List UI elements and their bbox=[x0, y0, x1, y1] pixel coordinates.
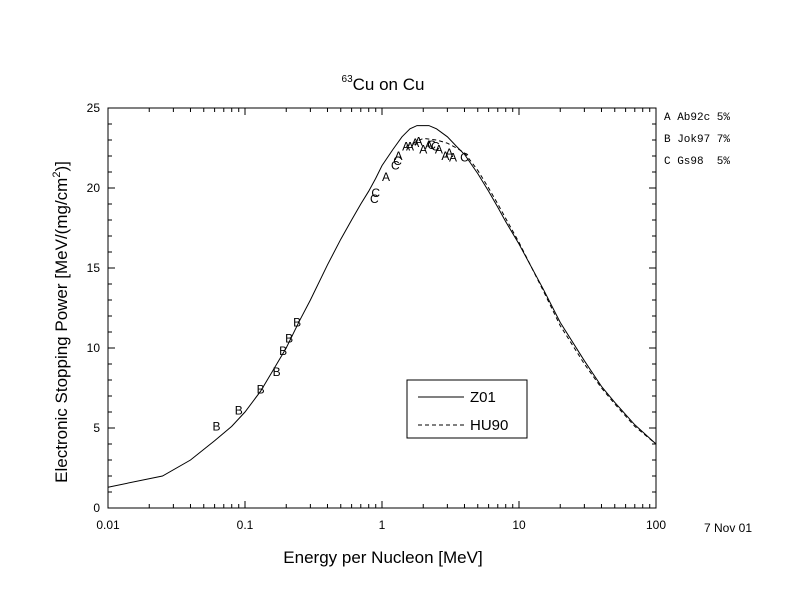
plot-legend: Z01 HU90 bbox=[406, 379, 528, 439]
data-point-b: B bbox=[279, 344, 287, 358]
title-text: Cu on Cu bbox=[353, 75, 425, 94]
x-axis-label: Energy per Nucleon [MeV] bbox=[283, 548, 482, 567]
legend-label-hu90: HU90 bbox=[470, 417, 508, 434]
data-point-a: A bbox=[441, 149, 449, 163]
axis-tick-labels: 0.01 0.1 1 10 100 0 5 10 15 20 25 bbox=[87, 101, 667, 532]
chart-title: 63Cu on Cu bbox=[342, 74, 425, 94]
y-axis-label-sup: 2 bbox=[51, 172, 63, 178]
data-point-c: C bbox=[431, 139, 440, 153]
axis-ticks bbox=[107, 107, 657, 509]
y-axis-label-main: Electronic Stopping Power [MeV/(mg/cm bbox=[52, 178, 71, 483]
x-tick-label: 10 bbox=[512, 518, 526, 532]
data-point-c: C bbox=[393, 154, 402, 168]
x-tick-label: 0.01 bbox=[96, 518, 120, 532]
series-layer bbox=[107, 125, 657, 488]
side-legend: A Ab92c 5% B Jok97 7% C Gs98 5% bbox=[664, 112, 730, 168]
data-point-c: C bbox=[370, 192, 379, 206]
side-legend-entry-a: A Ab92c 5% bbox=[664, 112, 730, 124]
y-tick-label: 0 bbox=[93, 501, 100, 515]
side-legend-entry-c: C Gs98 5% bbox=[664, 156, 730, 168]
side-legend-entry-b: B Jok97 7% bbox=[664, 134, 730, 146]
series-line-hu90 bbox=[405, 137, 657, 445]
data-point-a: A bbox=[415, 135, 423, 149]
y-tick-label: 20 bbox=[87, 181, 101, 195]
series-line-z01 bbox=[107, 125, 657, 488]
data-point-c: C bbox=[391, 159, 400, 173]
data-point-a: A bbox=[449, 151, 457, 165]
date-note: 7 Nov 01 bbox=[704, 521, 752, 535]
data-point-b: B bbox=[213, 419, 221, 433]
data-point-a: A bbox=[382, 170, 390, 184]
x-tick-label: 1 bbox=[379, 518, 386, 532]
data-point-a: A bbox=[419, 143, 427, 157]
data-point-c: C bbox=[371, 186, 380, 200]
data-point-a: A bbox=[445, 146, 453, 160]
data-point-c: C bbox=[427, 138, 436, 152]
data-point-b: B bbox=[293, 315, 301, 329]
data-point-a: A bbox=[406, 139, 414, 153]
y-axis-label-end: )] bbox=[52, 161, 71, 171]
x-tick-label: 100 bbox=[646, 518, 666, 532]
data-point-b: B bbox=[257, 383, 265, 397]
data-point-a: A bbox=[395, 149, 403, 163]
data-point-a: A bbox=[435, 143, 443, 157]
y-tick-label: 25 bbox=[87, 101, 101, 115]
data-point-b: B bbox=[235, 403, 243, 417]
data-point-a: A bbox=[402, 139, 410, 153]
plot-frame bbox=[107, 107, 657, 509]
data-point-b: B bbox=[285, 331, 293, 345]
x-tick-label: 0.1 bbox=[237, 518, 254, 532]
title-superscript: 63 bbox=[342, 74, 354, 85]
y-axis-label: Electronic Stopping Power [MeV/(mg/cm2)] bbox=[51, 161, 71, 483]
y-tick-label: 10 bbox=[87, 341, 101, 355]
plot-legend-box bbox=[406, 379, 528, 439]
y-tick-label: 15 bbox=[87, 261, 101, 275]
y-tick-label: 5 bbox=[93, 421, 100, 435]
data-point-c: C bbox=[460, 151, 469, 165]
data-point-a: A bbox=[425, 138, 433, 152]
data-point-b: B bbox=[273, 365, 281, 379]
data-point-a: A bbox=[411, 136, 419, 150]
legend-label-z01: Z01 bbox=[470, 389, 496, 406]
